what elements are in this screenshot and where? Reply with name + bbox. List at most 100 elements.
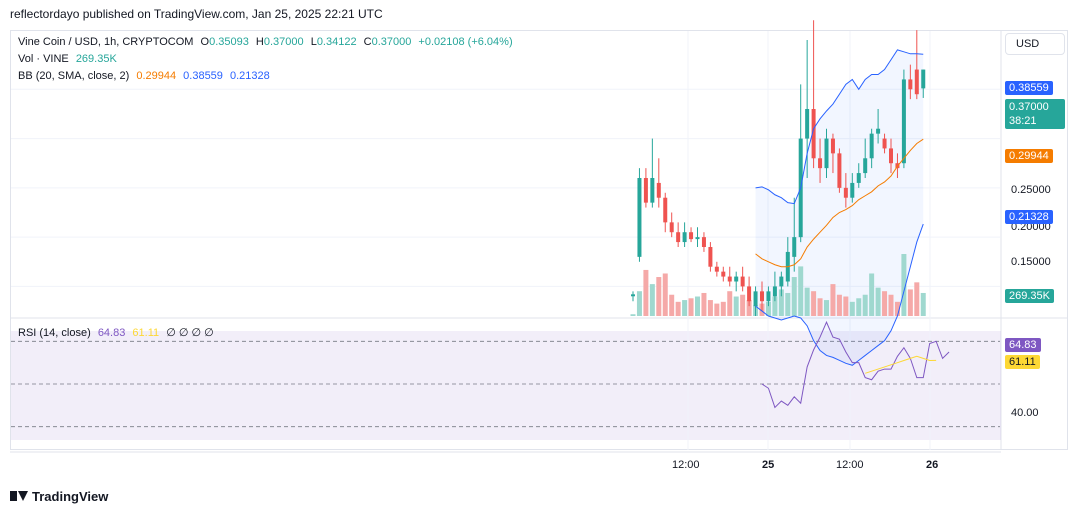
candles [631,20,926,316]
candle-body [643,178,648,203]
bb-fill [755,49,924,366]
candle-body [708,247,713,267]
footer-brand-text: TradingView [32,489,109,504]
candle-body [766,291,771,302]
currency-button[interactable]: USD [1005,33,1065,55]
candle-body [721,271,726,277]
bb-upper-value: 0.38559 [183,70,223,82]
bar-countdown: 38:21 [1009,115,1037,127]
volume-bar [901,254,907,316]
ohlc-change: +0.02108 (+6.04%) [418,36,513,48]
bb-upper-line [755,49,924,205]
candle-body [747,286,752,302]
rsi-ma-line [865,355,937,374]
volume-bar [804,287,810,316]
candle-body [637,178,642,257]
candle-body [734,276,739,282]
volume-bar [888,294,894,316]
volume-bar [882,291,888,316]
ohlc-o: 0.35093 [209,36,249,48]
volume-bar [869,273,875,316]
candle-body [830,138,835,154]
candle-body [921,69,926,89]
volume-bar [675,301,681,316]
last-price-tag: 0.37000 38:21 [1005,99,1065,129]
volume-bar [778,289,784,316]
volume-bar [669,294,675,316]
volume-bar [798,266,804,316]
volume-bar [707,300,713,316]
candle-body [760,291,764,302]
volume-bar [785,292,791,316]
time-tick: 12:00 [836,459,864,471]
volume-bar [836,294,842,316]
volume-bar [824,300,829,316]
volume-bar [772,296,778,316]
candle-body [701,237,706,247]
candle-body [856,173,861,183]
tradingview-logo-icon [10,491,28,501]
volume-bar [830,284,836,316]
volume-bar [649,284,655,316]
candle-body [695,237,700,240]
candle-body [772,286,777,297]
candle-body [779,276,784,287]
volume-bars [630,254,926,316]
legend-symbol-row: Vine Coin / USD, 1h, CRYPTOCOM O0.35093 … [18,36,517,48]
bb-mid-line [755,138,924,268]
candle-body [869,133,874,159]
rsi-ma-value: 61.11 [132,327,160,339]
last-price: 0.37000 [1009,101,1049,113]
volume-bar [720,301,726,316]
candle-body [805,109,810,139]
volume-bar [920,292,926,316]
candle-body [631,294,635,297]
volume-bar [656,277,662,316]
volume-bar [849,301,855,316]
published-by: reflectordayo published on TradingView.c… [10,7,383,21]
rsi-ma-tag: 61.11 [1005,355,1040,369]
candle-body [656,182,661,198]
candle-body [682,232,687,243]
volume-bar [914,282,920,316]
volume-bar [862,294,868,316]
candle-body [740,276,745,287]
legend-rsi-row: RSI (14, close) 64.83 61.11 ∅ ∅ ∅ ∅ [18,326,218,339]
volume-bar [907,289,913,316]
volume-bar [875,287,881,316]
volume-bar [701,292,707,316]
rsi-tag: 64.83 [1005,338,1041,352]
candle-body [811,109,816,159]
candle-body [753,291,758,307]
price-tick: 0.15000 [1011,256,1051,268]
rsi-lines [761,320,950,409]
time-tick: 12:00 [672,459,700,471]
candle-body [901,79,906,164]
candle-body [850,182,855,198]
candle-body [876,128,881,134]
chart-frame [10,30,1068,450]
candle-body [689,232,694,240]
candle-body [889,148,893,164]
volume-bar [682,300,688,316]
candle-body [727,276,732,282]
legend-volume-row: Vol · VINE 269.35K [18,53,121,65]
candle-body [792,237,797,257]
price-tick: 0.25000 [1011,184,1051,196]
volume-bar [636,291,642,316]
bollinger-bands [755,49,924,366]
volume-bar [662,273,668,316]
candle-body [650,178,655,203]
volume-bar [856,298,862,316]
ohlc-h: 0.37000 [263,36,304,48]
volume-tag: 269.35K [1005,289,1054,303]
footer-brand[interactable]: TradingView [10,489,108,504]
time-tick: 25 [762,459,775,471]
ohlc-o-label: O [200,36,210,48]
volume-bar [746,300,752,316]
ohlc-c: 0.37000 [371,36,412,48]
bb-label: BB (20, SMA, close, 2) [18,70,130,82]
volume-bar [765,301,771,316]
rsi-extra: ∅ ∅ ∅ ∅ [166,327,214,339]
